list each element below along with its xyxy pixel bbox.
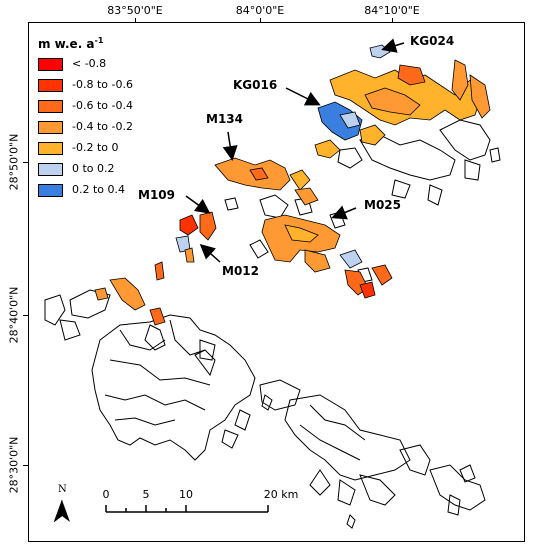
legend-label: -0.6 to -0.4 <box>72 99 133 112</box>
legend-swatch <box>38 163 63 176</box>
glacier-arrows <box>185 38 405 263</box>
scale-label-5: 5 <box>142 488 150 501</box>
glacier-label-m025: M025 <box>364 198 401 212</box>
legend-swatch <box>38 184 63 197</box>
glacier-label-kg024: KG024 <box>410 34 455 48</box>
legend-label: -0.4 to -0.2 <box>72 120 133 133</box>
legend-title: m w.e. a-1 <box>38 36 104 51</box>
legend-swatch <box>38 142 63 155</box>
tick-top-1 <box>135 18 136 23</box>
longitude-label-83-50: 83°50'0"E <box>107 4 163 17</box>
legend-swatch <box>38 58 63 71</box>
outlined-glaciers-south <box>44 289 486 529</box>
tick-left-2 <box>23 315 28 316</box>
glacier-label-m134: M134 <box>206 112 243 126</box>
glacier-label-m012: M012 <box>222 264 259 278</box>
north-arrow-label: N <box>58 484 67 495</box>
outlined-glaciers-north <box>224 119 501 283</box>
legend-label: -0.8 to -0.6 <box>72 78 133 91</box>
north-arrow-icon <box>53 499 70 523</box>
tick-left-3 <box>23 465 28 466</box>
legend-swatch <box>38 79 63 92</box>
legend-label: < -0.8 <box>72 57 107 70</box>
longitude-label-84-10: 84°10'0"E <box>364 4 420 17</box>
tick-top-3 <box>392 18 393 23</box>
legend-swatch <box>38 121 63 134</box>
legend-label: -0.2 to 0 <box>72 141 119 154</box>
legend-label: 0 to 0.2 <box>72 162 115 175</box>
glacier-mass-balance-polygons <box>94 44 491 326</box>
scale-label-10: 10 <box>179 488 193 501</box>
scale-label-20km: 20 km <box>263 488 299 501</box>
glacier-label-kg016: KG016 <box>233 78 278 92</box>
longitude-label-84-00: 84°0'0"E <box>235 4 285 17</box>
glacier-label-m109: M109 <box>138 188 175 202</box>
legend-swatch <box>38 100 63 113</box>
tick-top-2 <box>260 18 261 23</box>
scale-label-0: 0 <box>102 488 110 501</box>
tick-left-1 <box>23 162 28 163</box>
scale-bar-graphic <box>105 505 269 513</box>
legend-label: 0.2 to 0.4 <box>72 183 126 196</box>
